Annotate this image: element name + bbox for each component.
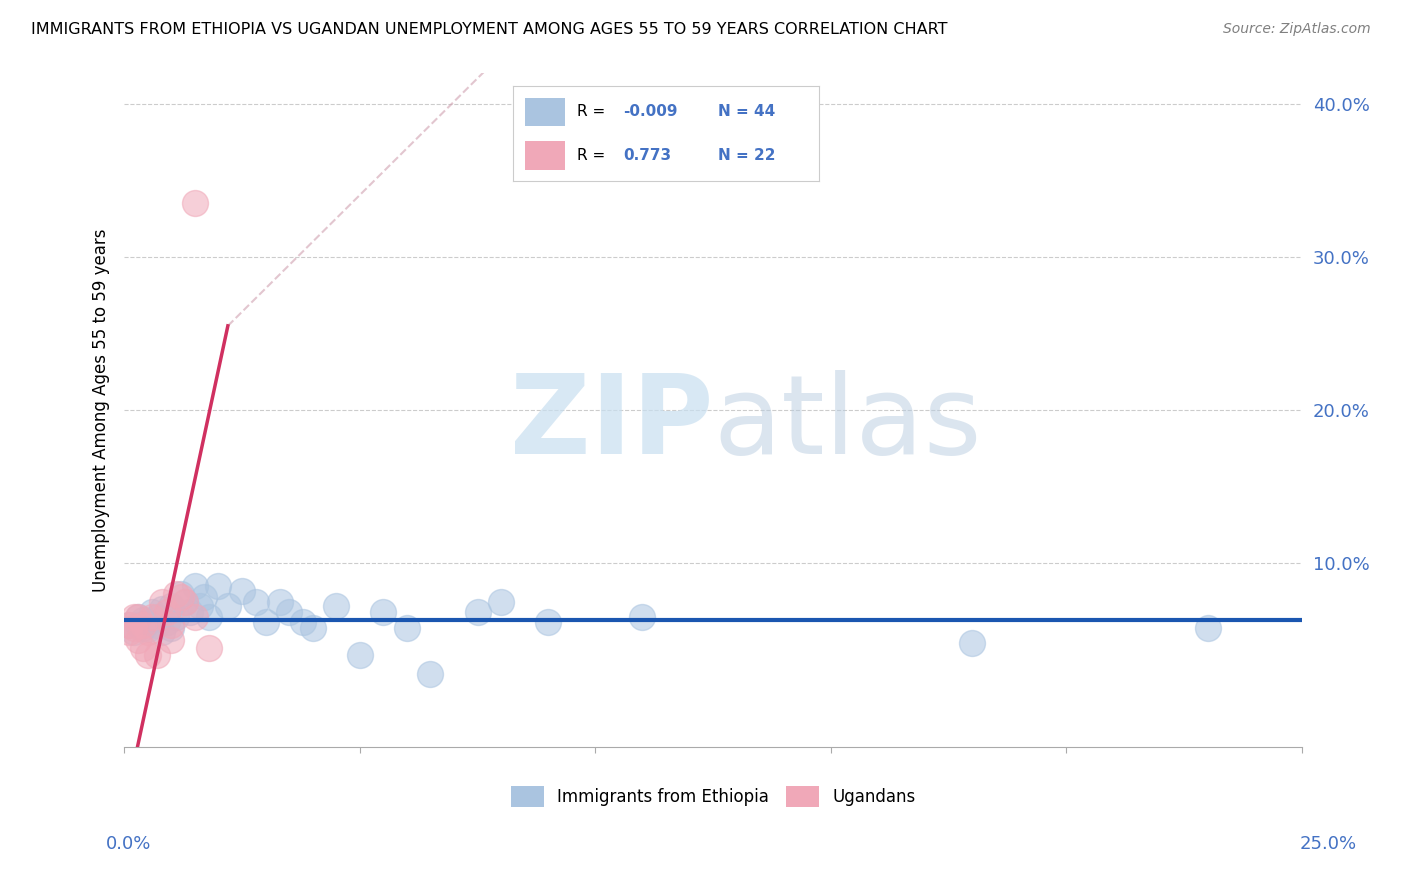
Point	[373, 606, 395, 620]
Point	[165, 587, 187, 601]
Point	[156, 615, 179, 629]
Point	[349, 648, 371, 663]
Point	[245, 595, 267, 609]
Point	[193, 590, 215, 604]
Point	[136, 615, 159, 629]
Point	[217, 599, 239, 614]
Point	[467, 606, 489, 620]
Point	[136, 623, 159, 637]
Text: ZIP: ZIP	[510, 370, 713, 477]
Point	[174, 595, 197, 609]
Point	[136, 648, 159, 663]
Point	[122, 625, 145, 640]
Text: 25.0%: 25.0%	[1299, 835, 1357, 853]
Y-axis label: Unemployment Among Ages 55 to 59 years: Unemployment Among Ages 55 to 59 years	[93, 228, 110, 592]
Point	[141, 610, 163, 624]
Point	[150, 602, 173, 616]
Point	[127, 610, 149, 624]
Point	[198, 610, 221, 624]
Point	[960, 636, 983, 650]
Point	[165, 610, 187, 624]
Point	[170, 587, 193, 601]
Point	[160, 617, 183, 632]
Point	[419, 666, 441, 681]
Point	[231, 584, 253, 599]
Point	[118, 617, 141, 632]
Point	[146, 617, 169, 632]
Point	[122, 610, 145, 624]
Point	[132, 617, 155, 632]
Point	[292, 615, 315, 629]
Point	[150, 625, 173, 640]
Point	[631, 610, 654, 624]
Point	[325, 599, 347, 614]
Point	[254, 615, 277, 629]
Point	[156, 606, 179, 620]
Point	[184, 579, 207, 593]
Point	[136, 625, 159, 640]
Point	[301, 621, 323, 635]
Point	[395, 621, 418, 635]
Point	[146, 648, 169, 663]
Legend: Immigrants from Ethiopia, Ugandans: Immigrants from Ethiopia, Ugandans	[503, 780, 922, 814]
Point	[198, 640, 221, 655]
Point	[127, 610, 149, 624]
Text: Source: ZipAtlas.com: Source: ZipAtlas.com	[1223, 22, 1371, 37]
Point	[170, 590, 193, 604]
Point	[150, 595, 173, 609]
Point	[118, 617, 141, 632]
Point	[207, 579, 229, 593]
Point	[1197, 621, 1219, 635]
Point	[179, 606, 201, 620]
Text: 0.0%: 0.0%	[105, 835, 150, 853]
Point	[188, 599, 211, 614]
Point	[160, 599, 183, 614]
Point	[278, 606, 301, 620]
Point	[184, 610, 207, 624]
Point	[174, 595, 197, 609]
Text: atlas: atlas	[713, 370, 981, 477]
Point	[132, 621, 155, 635]
Text: IMMIGRANTS FROM ETHIOPIA VS UGANDAN UNEMPLOYMENT AMONG AGES 55 TO 59 YEARS CORRE: IMMIGRANTS FROM ETHIOPIA VS UGANDAN UNEM…	[31, 22, 948, 37]
Point	[269, 595, 291, 609]
Point	[160, 633, 183, 648]
Point	[141, 606, 163, 620]
Point	[537, 615, 560, 629]
Point	[184, 196, 207, 211]
Point	[489, 595, 512, 609]
Point	[146, 610, 169, 624]
Point	[118, 625, 141, 640]
Point	[122, 621, 145, 635]
Point	[127, 617, 149, 632]
Point	[132, 613, 155, 627]
Point	[160, 621, 183, 635]
Point	[127, 633, 149, 648]
Point	[132, 640, 155, 655]
